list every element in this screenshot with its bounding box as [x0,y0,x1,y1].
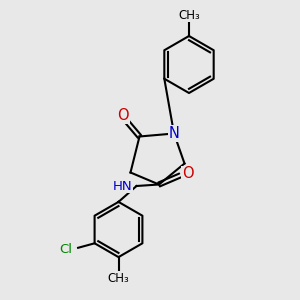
Text: O: O [117,108,129,123]
Text: HN: HN [112,179,132,193]
Text: O: O [182,167,193,182]
Text: Cl: Cl [59,243,72,256]
Text: CH₃: CH₃ [178,8,200,22]
Text: N: N [169,126,179,141]
Text: CH₃: CH₃ [108,272,129,285]
